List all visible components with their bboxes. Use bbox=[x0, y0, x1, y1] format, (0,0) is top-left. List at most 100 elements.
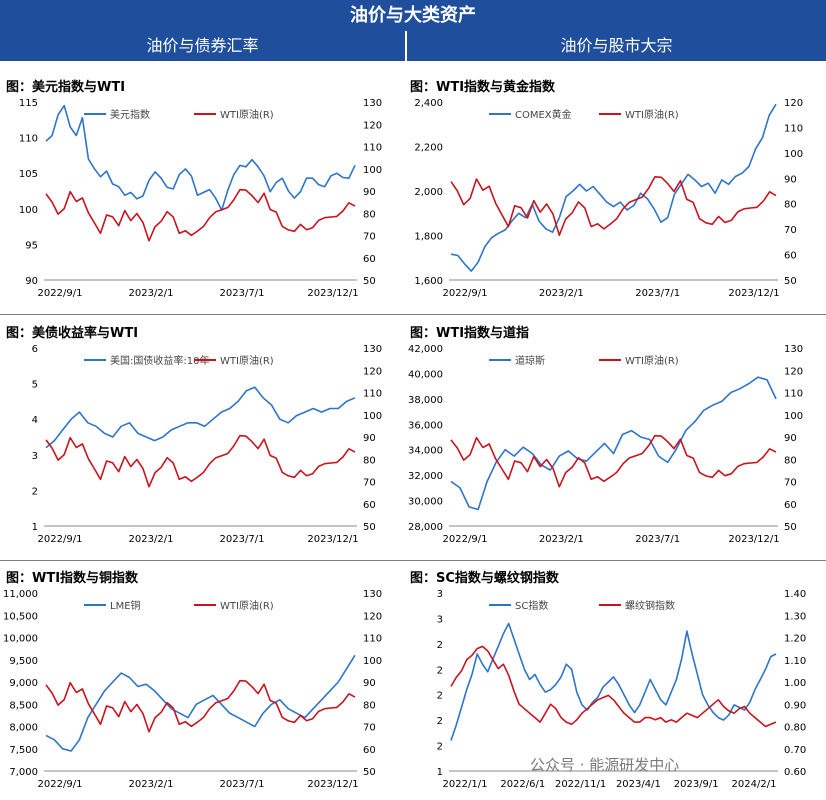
y-tick-left: 8,500 bbox=[9, 700, 38, 711]
y-tick-left: 3 bbox=[437, 614, 443, 625]
x-tick-label: 2023/7/1 bbox=[220, 288, 265, 299]
x-tick-label: 2023/12/1 bbox=[307, 534, 358, 545]
x-tick-label: 2022/6/1 bbox=[500, 779, 545, 790]
y-tick-right: 0.70 bbox=[784, 745, 806, 756]
y-tick-right: 110 bbox=[363, 389, 382, 400]
y-tick-left: 9,000 bbox=[9, 678, 38, 689]
y-tick-left: 1,800 bbox=[414, 232, 443, 243]
y-tick-right: 100 bbox=[363, 411, 382, 422]
y-tick-left: 2 bbox=[32, 486, 38, 497]
y-tick-right: 120 bbox=[363, 120, 382, 131]
y-tick-left: 6 bbox=[32, 344, 38, 355]
panel-title-dow: 图：WTI指数与道指 bbox=[410, 326, 530, 341]
y-tick-left: 95 bbox=[25, 240, 38, 251]
x-tick-label: 2022/9/1 bbox=[443, 288, 488, 299]
chart-ust-wti: 1 2 3 4 5 6 50 60 70 80 90 100 110 120 130 2022/9/1 2023… bbox=[32, 344, 382, 545]
series-line bbox=[450, 645, 777, 728]
row-divider bbox=[0, 560, 826, 561]
y-tick-right: 120 bbox=[363, 611, 382, 622]
y-tick-left: 105 bbox=[19, 169, 38, 180]
y-tick-left: 9,500 bbox=[9, 656, 38, 667]
chart-dow-wti: 28,000 30,000 32,000 34,000 36,000 38,000 40,0… bbox=[408, 344, 803, 545]
legend-label: 螺纹钢指数 bbox=[625, 599, 675, 612]
y-tick-left: 3 bbox=[437, 589, 443, 600]
y-tick-right: 1.30 bbox=[784, 611, 806, 622]
y-tick-right: 50 bbox=[784, 522, 797, 533]
y-tick-right: 130 bbox=[363, 98, 382, 109]
y-tick-right: 50 bbox=[363, 276, 376, 287]
x-tick-label: 2023/2/1 bbox=[129, 288, 174, 299]
y-tick-left: 28,000 bbox=[408, 522, 443, 533]
y-tick-left: 10,000 bbox=[3, 634, 38, 645]
x-tick-label: 2022/9/1 bbox=[443, 534, 488, 545]
legend-label: 美元指数 bbox=[110, 108, 150, 121]
y-tick-left: 2,200 bbox=[414, 143, 443, 154]
row-divider bbox=[0, 314, 826, 315]
series-line bbox=[450, 622, 777, 741]
series-line bbox=[45, 654, 356, 752]
y-tick-right: 50 bbox=[363, 522, 376, 533]
y-tick-left: 100 bbox=[19, 205, 38, 216]
watermark: 公众号 · 能源研发中心 bbox=[530, 756, 680, 774]
panel-title-copper: 图：WTI指数与铜指数 bbox=[6, 571, 139, 586]
y-tick-right: 60 bbox=[363, 745, 376, 756]
legend-label: WTI原油(R) bbox=[220, 354, 274, 367]
section-header-left: 油价与债券汇率 bbox=[0, 31, 405, 61]
y-tick-left: 90 bbox=[25, 276, 38, 287]
y-tick-right: 120 bbox=[363, 366, 382, 377]
x-tick-label: 2023/12/1 bbox=[728, 534, 779, 545]
y-tick-left: 32,000 bbox=[408, 471, 443, 482]
y-tick-right: 110 bbox=[363, 634, 382, 645]
y-tick-left: 11,000 bbox=[3, 589, 38, 600]
y-tick-left: 1,600 bbox=[414, 276, 443, 287]
y-tick-right: 80 bbox=[363, 209, 376, 220]
y-tick-right: 110 bbox=[363, 143, 382, 154]
y-tick-right: 0.80 bbox=[784, 723, 806, 734]
series-line bbox=[450, 434, 777, 488]
panel-title-ust: 图：美债收益率与WTI bbox=[6, 326, 139, 341]
x-tick-label: 2023/7/1 bbox=[220, 779, 265, 790]
y-tick-right: 60 bbox=[784, 251, 797, 262]
y-tick-right: 80 bbox=[784, 200, 797, 211]
series-line bbox=[450, 103, 777, 272]
series-line bbox=[45, 386, 356, 449]
y-tick-left: 3 bbox=[32, 451, 38, 462]
legend-label: 道琼斯 bbox=[515, 354, 545, 367]
y-tick-left: 2 bbox=[437, 691, 443, 702]
y-tick-left: 30,000 bbox=[408, 497, 443, 508]
section-divider bbox=[405, 31, 407, 61]
y-tick-left: 10,500 bbox=[3, 611, 38, 622]
y-tick-right: 70 bbox=[784, 478, 797, 489]
y-tick-right: 60 bbox=[784, 500, 797, 511]
y-tick-left: 4 bbox=[32, 415, 38, 426]
y-tick-right: 110 bbox=[784, 123, 803, 134]
y-tick-left: 1 bbox=[437, 767, 443, 778]
y-tick-right: 100 bbox=[784, 411, 803, 422]
x-tick-label: 2022/9/1 bbox=[38, 288, 83, 299]
x-tick-label: 2023/7/1 bbox=[635, 288, 680, 299]
y-tick-right: 1.00 bbox=[784, 678, 806, 689]
x-tick-label: 2024/2/1 bbox=[732, 779, 777, 790]
y-tick-left: 7,500 bbox=[9, 745, 38, 756]
y-tick-right: 1.10 bbox=[784, 656, 806, 667]
y-tick-right: 60 bbox=[363, 254, 376, 265]
x-tick-label: 2023/12/1 bbox=[307, 288, 358, 299]
series-line bbox=[450, 176, 777, 236]
chart-dxy-wti: 90 95 100 105 110 115 50 60 70 80 90 100 110 120 130 20… bbox=[19, 98, 382, 299]
legend-label: WTI原油(R) bbox=[220, 599, 274, 612]
legend-label: SC指数 bbox=[515, 599, 548, 612]
series-line bbox=[45, 188, 356, 242]
y-tick-right: 80 bbox=[784, 455, 797, 466]
x-tick-label: 2022/9/1 bbox=[38, 779, 83, 790]
y-tick-right: 130 bbox=[363, 344, 382, 355]
legend-label: WTI原油(R) bbox=[625, 108, 679, 121]
chart-gold-wti: 1,600 1,800 2,000 2,200 2,400 50 60 70 80 90 100 11… bbox=[414, 98, 803, 299]
y-tick-right: 100 bbox=[784, 149, 803, 160]
x-tick-label: 2023/12/1 bbox=[728, 288, 779, 299]
y-tick-right: 120 bbox=[784, 366, 803, 377]
y-tick-right: 130 bbox=[784, 344, 803, 355]
y-tick-right: 90 bbox=[363, 187, 376, 198]
y-tick-right: 80 bbox=[363, 455, 376, 466]
y-tick-left: 8,000 bbox=[9, 723, 38, 734]
legend-label: WTI原油(R) bbox=[625, 354, 679, 367]
